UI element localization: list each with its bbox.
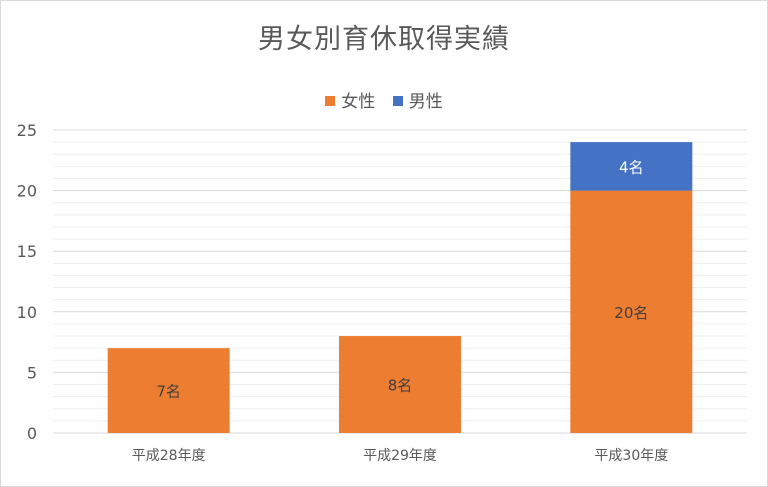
y-tick-label: 5 — [27, 363, 37, 382]
legend-item-male: 男性 — [392, 87, 443, 112]
data-label: 7名 — [156, 383, 181, 401]
bar-segment — [570, 142, 693, 191]
bar-segment — [570, 190, 693, 433]
y-tick-label: 25 — [17, 121, 37, 140]
legend-swatch-female — [325, 96, 336, 106]
bar-segment — [339, 336, 461, 433]
y-tick-label: 10 — [17, 303, 37, 322]
data-label: 8名 — [388, 377, 413, 395]
legend-swatch-male — [392, 96, 403, 106]
legend-item-female: 女性 — [325, 87, 375, 112]
y-tick-label: 0 — [27, 424, 37, 443]
y-tick-label: 15 — [17, 242, 37, 261]
legend-label-male: 男性 — [408, 92, 443, 112]
x-tick-label: 平成30年度 — [594, 448, 668, 464]
legend-label-female: 女性 — [341, 92, 376, 112]
data-label: 20名 — [614, 304, 648, 322]
y-tick-label: 20 — [17, 182, 37, 201]
x-tick-label: 平成28年度 — [132, 448, 206, 464]
data-label: 4名 — [619, 158, 644, 176]
bar-segment — [107, 348, 230, 433]
x-tick-label: 平成29年度 — [363, 448, 437, 464]
chart-title: 男女別育休取得実績 — [258, 24, 510, 55]
chart-legend: 女性 男性 — [1, 87, 767, 112]
